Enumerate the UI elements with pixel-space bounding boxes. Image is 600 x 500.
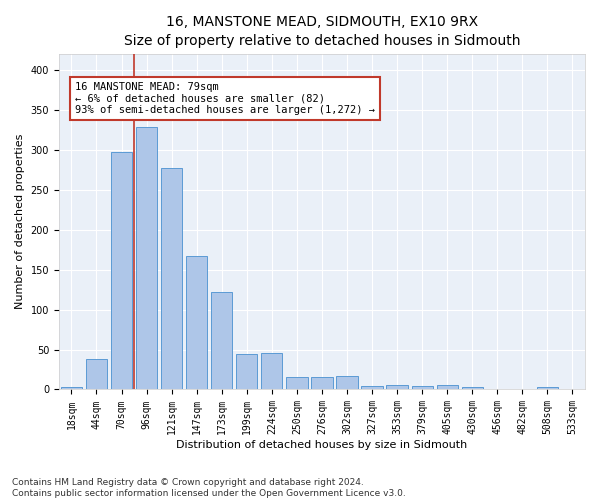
Bar (186, 256, 208, 390)
Bar (461, 387, 483, 390)
Text: 16 MANSTONE MEAD: 79sqm
← 6% of detached houses are smaller (82)
93% of semi-det: 16 MANSTONE MEAD: 79sqm ← 6% of detached… (75, 82, 375, 115)
Bar (111, 152, 132, 390)
Bar (211, 292, 232, 390)
Bar (361, 386, 383, 390)
Y-axis label: Number of detached properties: Number of detached properties (15, 134, 25, 310)
Bar (386, 386, 408, 390)
Bar (537, 387, 558, 390)
Title: 16, MANSTONE MEAD, SIDMOUTH, EX10 9RX
Size of property relative to detached hous: 16, MANSTONE MEAD, SIDMOUTH, EX10 9RX Si… (124, 15, 520, 48)
Bar (562, 388, 583, 390)
Bar (261, 352, 283, 390)
Bar (286, 378, 308, 390)
Bar (412, 386, 433, 390)
Bar (61, 387, 82, 390)
Bar (236, 354, 257, 390)
Bar (161, 168, 182, 390)
Bar (337, 376, 358, 390)
Bar (311, 376, 332, 390)
Text: Contains HM Land Registry data © Crown copyright and database right 2024.
Contai: Contains HM Land Registry data © Crown c… (12, 478, 406, 498)
Bar (86, 359, 107, 390)
Bar (487, 388, 508, 390)
Bar (437, 386, 458, 390)
Bar (136, 128, 157, 390)
X-axis label: Distribution of detached houses by size in Sidmouth: Distribution of detached houses by size … (176, 440, 467, 450)
